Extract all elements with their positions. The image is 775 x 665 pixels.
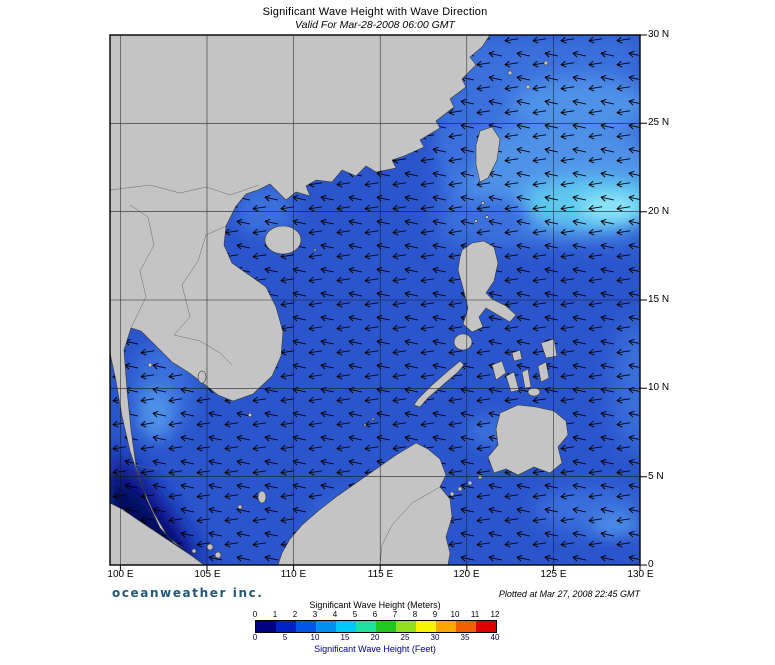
meters-tick: 0	[252, 610, 258, 619]
island-hainan	[264, 225, 302, 255]
colorbar-segment	[376, 621, 396, 632]
land-layer	[110, 35, 569, 565]
small-islands	[147, 60, 549, 559]
meters-tick: 11	[470, 610, 480, 619]
colorbar-meters-ticks: 0 1 2 3 4 5 6 7 8 9 10 11 12	[248, 610, 502, 619]
grid-lines	[110, 35, 640, 565]
meters-tick: 9	[432, 610, 438, 619]
island-palawan	[413, 360, 465, 408]
land-mainland-asia	[110, 35, 491, 550]
colorbar-segment	[396, 621, 416, 632]
colorbar-segment	[316, 621, 336, 632]
meters-tick: 6	[372, 610, 378, 619]
colorbar-segment	[436, 621, 456, 632]
island-sumatra	[110, 502, 205, 565]
lon-label-115e: 115 E	[367, 569, 394, 580]
lat-label-0: 0	[648, 559, 654, 570]
oceanweather-logo-text: oceanweather inc.	[112, 586, 264, 600]
island-taiwan	[475, 126, 501, 183]
lon-label-125e: 125 E	[540, 569, 567, 580]
colorbar-segment	[336, 621, 356, 632]
country-borders	[110, 184, 441, 565]
colorbar-segment	[416, 621, 436, 632]
lon-label-130e: 130 E	[627, 569, 654, 580]
feet-tick: 15	[340, 633, 350, 642]
plotted-timestamp: Plotted at Mar 27, 2008 22:45 GMT	[498, 589, 640, 599]
lat-label-20n: 20 N	[648, 206, 670, 217]
lat-label-10n: 10 N	[648, 382, 670, 393]
map-frame	[109, 34, 641, 566]
colorbar-segment	[256, 621, 276, 632]
island-borneo	[277, 442, 453, 565]
feet-tick: 35	[460, 633, 470, 642]
colorbar-segment	[456, 621, 476, 632]
axis-ticks	[119, 34, 647, 571]
islands-visayas	[491, 338, 558, 397]
feet-tick: 10	[310, 633, 320, 642]
feet-tick: 20	[370, 633, 380, 642]
meters-tick: 7	[392, 610, 398, 619]
feet-tick: 40	[490, 633, 500, 642]
lat-label-30n: 30 N	[648, 29, 670, 40]
meters-tick: 3	[312, 610, 318, 619]
map-canvas	[109, 34, 647, 571]
meters-tick: 10	[450, 610, 460, 619]
meters-tick: 5	[352, 610, 358, 619]
lat-label-15n: 15 N	[648, 294, 670, 305]
lon-label-120e: 120 E	[453, 569, 480, 580]
lat-label-5n: 5 N	[648, 471, 664, 482]
feet-tick: 0	[252, 633, 258, 642]
lon-label-105e: 105 E	[194, 569, 221, 580]
meters-tick: 8	[412, 610, 418, 619]
island-mindoro	[453, 333, 473, 351]
colorbar-segment	[296, 621, 316, 632]
lon-label-110e: 110 E	[280, 569, 307, 580]
colorbar-segment	[476, 621, 496, 632]
colorbar-segment	[356, 621, 376, 632]
lat-label-25n: 25 N	[648, 117, 670, 128]
feet-tick: 30	[430, 633, 440, 642]
colorbar-meters-title: Significant Wave Height (Meters)	[309, 600, 441, 610]
colorbar-segment	[276, 621, 296, 632]
feet-tick: 5	[282, 633, 288, 642]
island-luzon	[457, 240, 517, 333]
colorbar-feet-title: Significant Wave Height (Feet)	[314, 644, 436, 654]
colorbar	[255, 620, 497, 633]
colorbar-feet-ticks: 0 5 10 15 20 25 30 35 40	[248, 633, 502, 642]
page-title: Significant Wave Height with Wave Direct…	[262, 6, 488, 18]
meters-tick: 4	[332, 610, 338, 619]
meters-tick: 1	[272, 610, 278, 619]
lon-label-100e: 100 E	[107, 569, 134, 580]
island-mindanao	[487, 404, 569, 476]
page-subtitle: Valid For Mar-28-2008 06:00 GMT	[295, 19, 455, 31]
meters-tick: 2	[292, 610, 298, 619]
meters-tick: 12	[490, 610, 500, 619]
feet-tick: 25	[400, 633, 410, 642]
